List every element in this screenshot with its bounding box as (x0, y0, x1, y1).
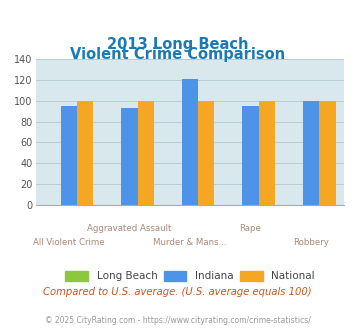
Bar (182, 79, 198, 205)
Legend: Long Beach, Indiana, National: Long Beach, Indiana, National (65, 271, 315, 281)
Text: 2013 Long Beach: 2013 Long Beach (107, 37, 248, 52)
Text: © 2025 CityRating.com - https://www.cityrating.com/crime-statistics/: © 2025 CityRating.com - https://www.city… (45, 315, 310, 325)
Bar (198, 101, 214, 205)
Text: Violent Crime Comparison: Violent Crime Comparison (70, 47, 285, 62)
Text: All Violent Crime: All Violent Crime (33, 238, 105, 247)
Bar (121, 108, 137, 205)
Bar (77, 101, 93, 205)
Bar (137, 101, 154, 205)
Bar (303, 101, 319, 205)
Bar (61, 106, 77, 205)
Text: Murder & Mans...: Murder & Mans... (153, 238, 227, 247)
Text: Aggravated Assault: Aggravated Assault (87, 224, 171, 233)
Text: Compared to U.S. average. (U.S. average equals 100): Compared to U.S. average. (U.S. average … (43, 287, 312, 297)
Bar (242, 106, 259, 205)
Text: Robbery: Robbery (293, 238, 329, 247)
Bar (259, 101, 275, 205)
Text: Rape: Rape (240, 224, 261, 233)
Bar (319, 101, 335, 205)
